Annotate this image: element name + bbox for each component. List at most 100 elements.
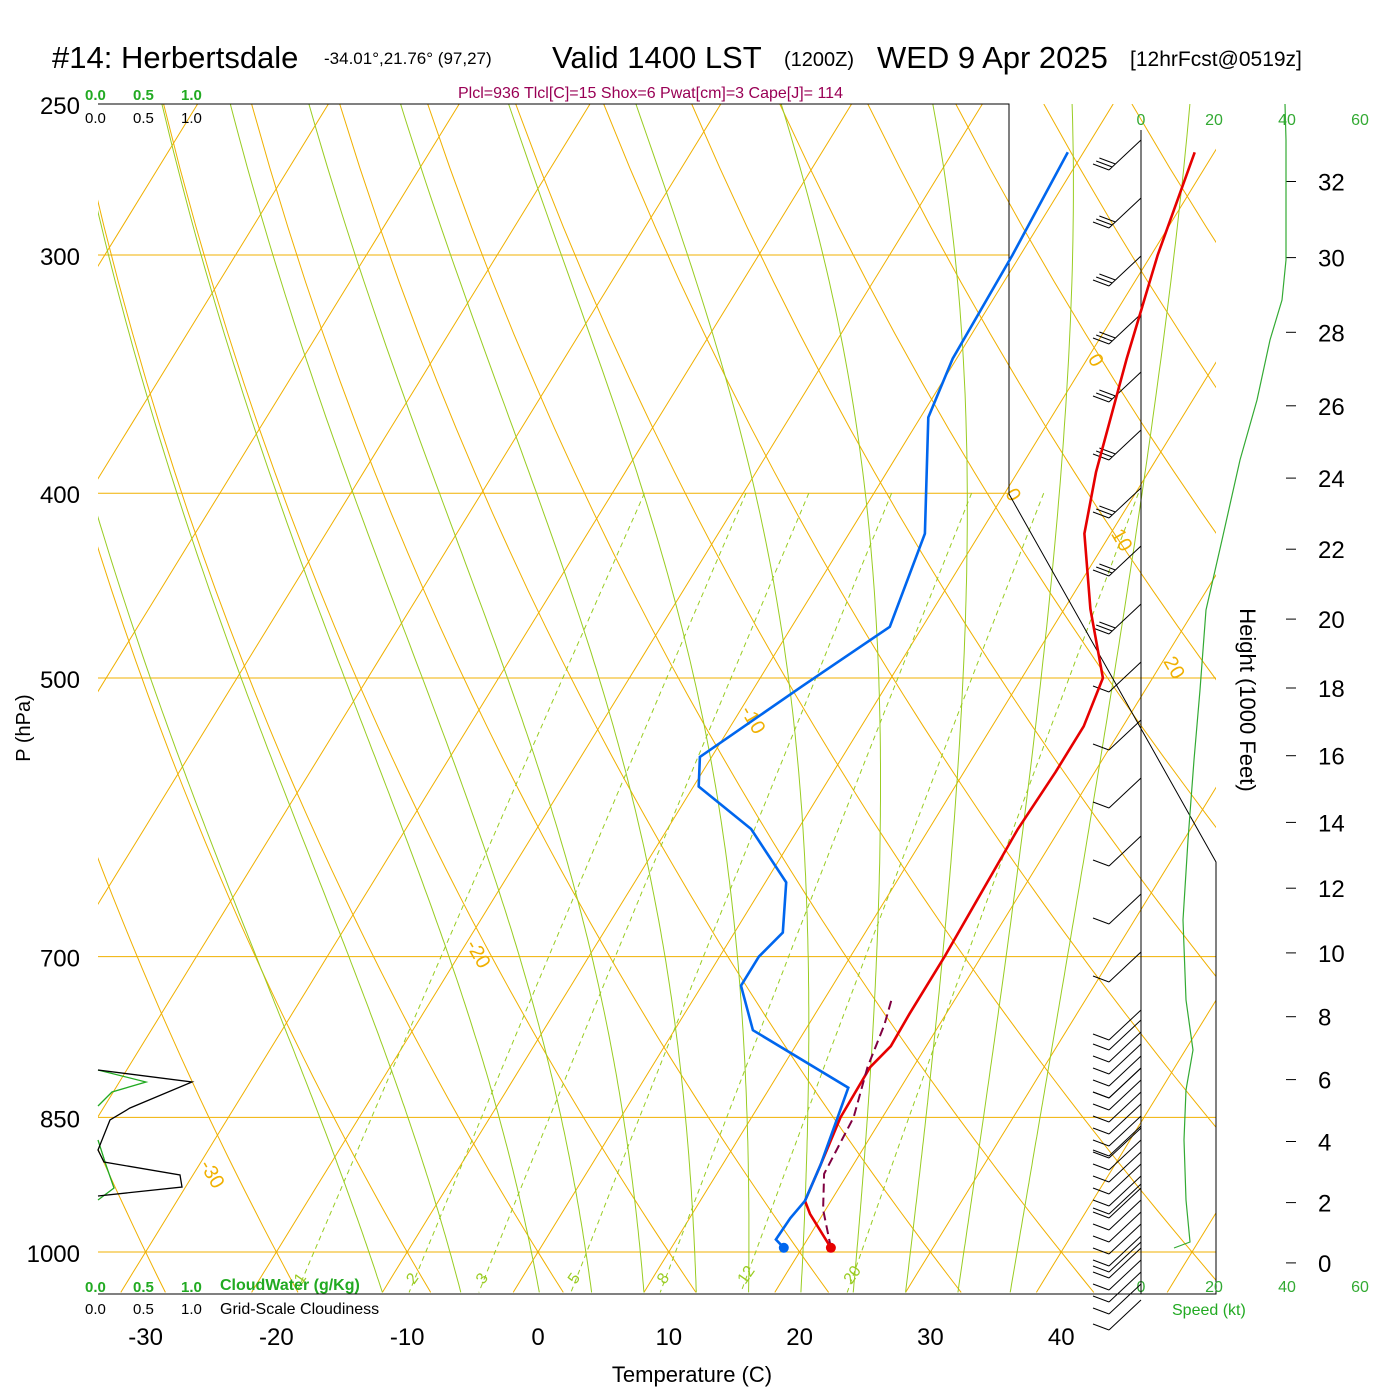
wind-barb-staff xyxy=(1108,951,1142,983)
cloud-water-tick-top-1: 0.5 xyxy=(133,87,154,104)
height-label: 26 xyxy=(1318,394,1345,421)
moist-adiabat-line xyxy=(957,104,1074,1293)
cloudiness-tick-top-2: 1.0 xyxy=(181,110,202,127)
wind-barb-flag xyxy=(1092,1199,1110,1207)
height-label: 2 xyxy=(1318,1191,1331,1218)
wind-barb-flag xyxy=(1092,337,1110,345)
wind-barb-flag xyxy=(1096,508,1113,516)
plot-frame xyxy=(98,103,1217,1295)
dry-adiabat-line xyxy=(163,104,697,1293)
moist-adiabat-line xyxy=(780,104,881,1293)
wind-barb-staff xyxy=(1108,1127,1142,1159)
x-axis-label: Temperature (C) xyxy=(612,1362,772,1387)
speed-tick-top: 0 xyxy=(1137,112,1146,129)
wind-barb-flag xyxy=(1092,1175,1110,1183)
wind-barb-flag xyxy=(1099,215,1116,223)
height-label: 8 xyxy=(1318,1005,1331,1032)
temperature-label: 40 xyxy=(1048,1324,1075,1351)
wind-barb-staff xyxy=(1108,487,1142,519)
moist-adiabat-line xyxy=(508,104,750,1293)
height-label: 12 xyxy=(1318,876,1345,903)
cloud-water-tick-top-2: 1.0 xyxy=(181,87,202,104)
wind-barb-staff xyxy=(1108,1235,1142,1267)
wind-barb-flag xyxy=(1096,392,1113,400)
moist-adiabat-line xyxy=(635,104,810,1293)
speed-label: Speed (kt) xyxy=(1172,1302,1246,1319)
wind-barb-flag xyxy=(1092,1247,1110,1255)
wind-barb-flag xyxy=(1092,1103,1110,1111)
wind-barb-staff xyxy=(1108,429,1142,461)
wind-barb-flag xyxy=(1092,1115,1110,1123)
height-axis-label: Height (1000 Feet) xyxy=(1235,608,1260,791)
dry-adiabat-line xyxy=(339,104,962,1293)
moist-adiabat-line xyxy=(98,209,462,1293)
isotherm-line xyxy=(1035,999,1216,1293)
wind-barb-staff xyxy=(1108,1055,1142,1087)
cloudiness-profile xyxy=(97,1069,195,1197)
pressure-label: 300 xyxy=(40,244,80,271)
wind-barb-staff xyxy=(1108,1247,1142,1279)
thermo-background: 123581220100-10-20-300102030 xyxy=(98,104,1216,1293)
speed-tick-top: 40 xyxy=(1278,112,1296,129)
wind-barb-staff xyxy=(1108,1183,1142,1215)
wind-barb-flag xyxy=(1096,218,1113,226)
wind-barb-flag xyxy=(1096,160,1113,168)
wind-speed-profile xyxy=(1173,103,1287,1249)
wind-barb-staff xyxy=(1108,139,1142,171)
wind-barb-staff xyxy=(1108,1223,1142,1255)
speed-tick-bottom: 60 xyxy=(1351,1279,1369,1296)
wind-barb-flag xyxy=(1092,1067,1110,1075)
valid-date: WED 9 Apr 2025 xyxy=(877,40,1108,75)
wind-barb-staff xyxy=(1108,1031,1142,1063)
speed-tick-bottom: 20 xyxy=(1205,1279,1223,1296)
dry-adiabat-line xyxy=(691,104,1216,978)
height-label: 0 xyxy=(1318,1251,1331,1278)
wind-barb-staff xyxy=(1108,313,1142,345)
cloud-scale-bottom: 0.0 0.5 1.0 CloudWater (g/Kg) 0.0 0.5 1.… xyxy=(85,1277,379,1318)
wind-barb-staff xyxy=(1108,603,1142,635)
wind-barb-flag xyxy=(1092,511,1110,519)
isotherm-line xyxy=(643,361,1216,1293)
y-axis-label: P (hPa) xyxy=(13,694,35,761)
wind-barb-staff xyxy=(1108,1211,1142,1243)
wind-barb-staff xyxy=(1108,1271,1142,1303)
temperature-tick-labels: -30 -20 -10 0 10 20 30 40 xyxy=(128,1324,1074,1351)
wind-barb-staff xyxy=(1108,255,1142,287)
wind-barb-flag xyxy=(1092,569,1110,577)
forecast-info: [12hrFcst@0519z] xyxy=(1130,48,1302,71)
wind-barb-flag xyxy=(1092,1139,1110,1147)
station-title: #14: Herbertsdale xyxy=(52,40,298,75)
cloudiness-tick-bottom-0: 0.0 xyxy=(85,1301,106,1318)
cloud-water-label: CloudWater (g/Kg) xyxy=(220,1277,360,1294)
wind-barb-staff xyxy=(1108,1125,1142,1157)
isotherm-line xyxy=(98,104,460,693)
wind-barb-flag xyxy=(1092,859,1110,867)
dry-adiabat-line xyxy=(98,199,564,1293)
height-label: 18 xyxy=(1318,676,1345,703)
pressure-label: 400 xyxy=(40,482,80,509)
moist-adiabat-line xyxy=(400,104,697,1293)
height-label: 10 xyxy=(1318,941,1345,968)
wind-barb-staff xyxy=(1108,777,1142,809)
pressure-label: 1000 xyxy=(27,1241,80,1268)
moist-adiabat-line xyxy=(161,104,540,1293)
pressure-tick-labels: 250 300 400 500 700 850 1000 xyxy=(27,93,80,1268)
wind-barb-staff xyxy=(1108,661,1142,693)
isotherm-line xyxy=(774,574,1216,1293)
wind-barb-staff xyxy=(1108,545,1142,577)
mixing-ratio-line xyxy=(570,493,893,1293)
moist-adiabat-line xyxy=(229,104,593,1293)
wind-barb-staff xyxy=(1108,1019,1142,1051)
cloud-water-tick-bottom-2: 1.0 xyxy=(181,1279,202,1296)
wind-barbs xyxy=(1092,139,1142,1331)
dry-adiabat-line xyxy=(867,104,1216,681)
moist-adiabat-line xyxy=(1009,104,1191,1293)
wind-barb-staff xyxy=(1108,1009,1142,1041)
wind-barb-flag xyxy=(1092,801,1110,809)
wind-barb-staff xyxy=(1108,1175,1142,1207)
pressure-label: 850 xyxy=(40,1106,80,1133)
wind-barb-flag xyxy=(1099,389,1116,397)
wind-barb-staff xyxy=(1108,1241,1142,1273)
wind-barb-staff xyxy=(1108,1139,1142,1171)
